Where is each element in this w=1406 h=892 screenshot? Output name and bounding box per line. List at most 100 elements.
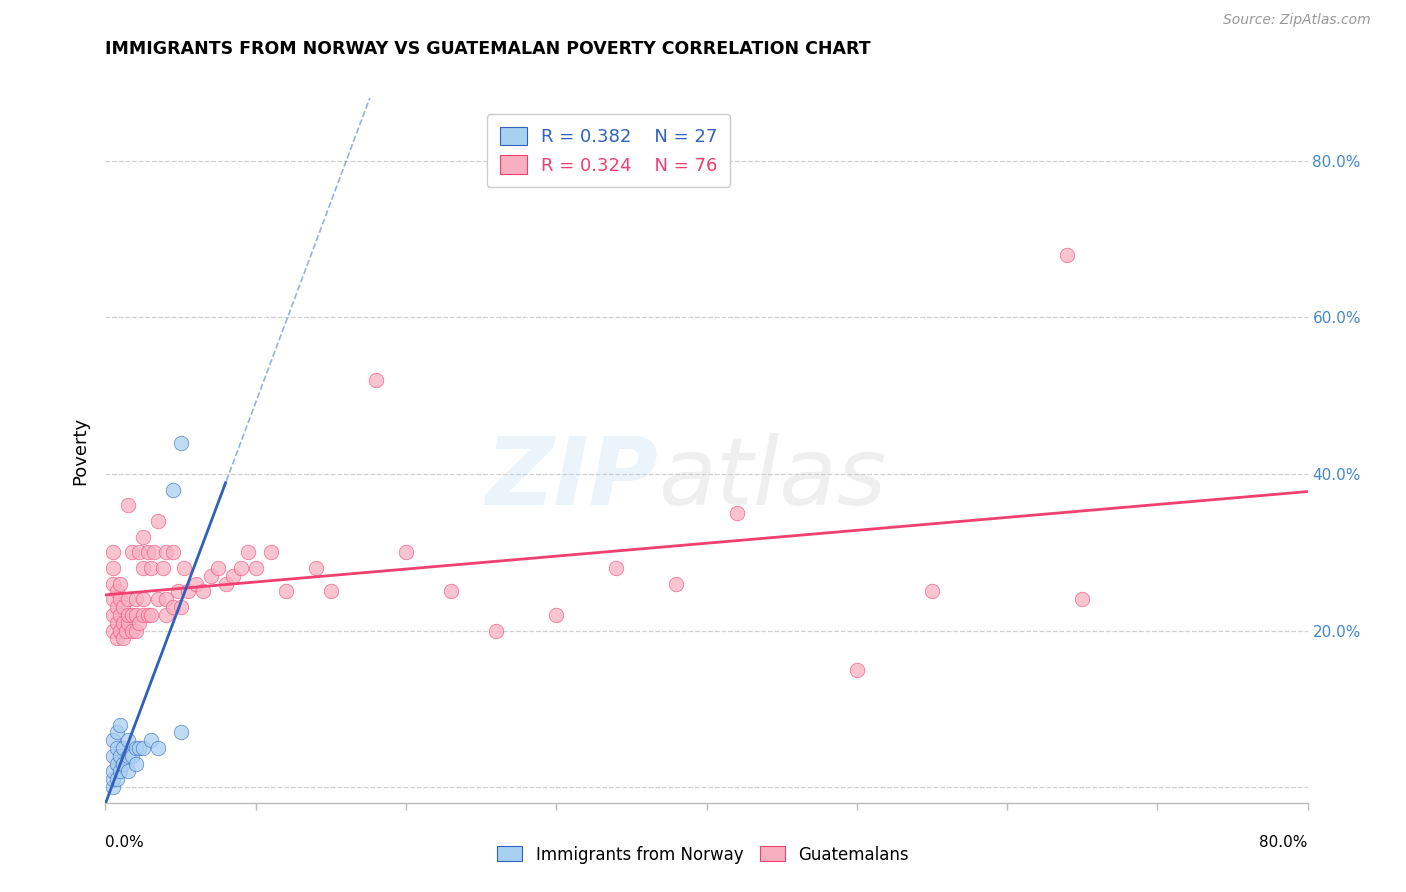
Point bbox=[124, 741, 146, 756]
Point bbox=[117, 748, 139, 763]
Point bbox=[395, 545, 418, 559]
Point bbox=[546, 607, 568, 622]
Point bbox=[107, 772, 129, 787]
Legend: R = 0.382    N = 27, R = 0.324    N = 76: R = 0.382 N = 27, R = 0.324 N = 76 bbox=[486, 114, 730, 187]
Point bbox=[121, 624, 143, 638]
Point bbox=[101, 780, 124, 794]
Point bbox=[162, 600, 184, 615]
Point bbox=[146, 741, 169, 756]
Point bbox=[132, 607, 155, 622]
Point bbox=[229, 561, 252, 575]
Point bbox=[117, 615, 139, 630]
Point bbox=[1056, 248, 1078, 262]
Point bbox=[184, 576, 207, 591]
Point bbox=[169, 725, 191, 739]
Point bbox=[139, 561, 162, 575]
Point bbox=[110, 607, 132, 622]
Point bbox=[110, 764, 132, 779]
Point bbox=[117, 733, 139, 747]
Point bbox=[115, 624, 138, 638]
Point bbox=[260, 545, 283, 559]
Point bbox=[132, 592, 155, 607]
Point bbox=[1071, 592, 1094, 607]
Point bbox=[136, 607, 159, 622]
Point bbox=[117, 764, 139, 779]
Point bbox=[121, 748, 143, 763]
Point bbox=[112, 600, 135, 615]
Point bbox=[117, 498, 139, 512]
Point bbox=[124, 592, 146, 607]
Point bbox=[101, 748, 124, 763]
Point bbox=[139, 733, 162, 747]
Point bbox=[665, 576, 688, 591]
Point bbox=[110, 717, 132, 731]
Point bbox=[101, 624, 124, 638]
Point bbox=[725, 506, 748, 520]
Point bbox=[110, 624, 132, 638]
Point bbox=[136, 545, 159, 559]
Text: Source: ZipAtlas.com: Source: ZipAtlas.com bbox=[1223, 12, 1371, 27]
Point bbox=[107, 741, 129, 756]
Point bbox=[142, 545, 165, 559]
Point bbox=[440, 584, 463, 599]
Point bbox=[222, 568, 245, 582]
Point bbox=[274, 584, 297, 599]
Point bbox=[124, 607, 146, 622]
Point bbox=[162, 545, 184, 559]
Point bbox=[146, 592, 169, 607]
Point bbox=[605, 561, 627, 575]
Point bbox=[152, 561, 174, 575]
Point bbox=[146, 514, 169, 528]
Point bbox=[305, 561, 328, 575]
Point bbox=[107, 725, 129, 739]
Point bbox=[101, 733, 124, 747]
Text: 0.0%: 0.0% bbox=[105, 836, 145, 850]
Point bbox=[364, 373, 387, 387]
Text: 80.0%: 80.0% bbox=[1260, 836, 1308, 850]
Point bbox=[121, 545, 143, 559]
Point bbox=[124, 624, 146, 638]
Point bbox=[107, 615, 129, 630]
Text: IMMIGRANTS FROM NORWAY VS GUATEMALAN POVERTY CORRELATION CHART: IMMIGRANTS FROM NORWAY VS GUATEMALAN POV… bbox=[105, 40, 872, 58]
Point bbox=[101, 576, 124, 591]
Point bbox=[177, 584, 200, 599]
Point bbox=[110, 748, 132, 763]
Point bbox=[132, 561, 155, 575]
Point bbox=[155, 607, 177, 622]
Point bbox=[101, 592, 124, 607]
Point bbox=[101, 607, 124, 622]
Point bbox=[132, 530, 155, 544]
Point bbox=[107, 584, 129, 599]
Y-axis label: Poverty: Poverty bbox=[72, 417, 90, 484]
Point bbox=[101, 772, 124, 787]
Point bbox=[238, 545, 260, 559]
Point bbox=[207, 561, 229, 575]
Point bbox=[485, 624, 508, 638]
Point bbox=[191, 584, 214, 599]
Point bbox=[162, 483, 184, 497]
Point bbox=[319, 584, 342, 599]
Point bbox=[110, 576, 132, 591]
Legend: Immigrants from Norway, Guatemalans: Immigrants from Norway, Guatemalans bbox=[491, 839, 915, 871]
Point bbox=[128, 545, 150, 559]
Point bbox=[132, 741, 155, 756]
Text: ZIP: ZIP bbox=[485, 433, 658, 524]
Point bbox=[121, 607, 143, 622]
Point bbox=[107, 756, 129, 771]
Point bbox=[169, 435, 191, 450]
Point bbox=[921, 584, 943, 599]
Point bbox=[107, 600, 129, 615]
Point bbox=[101, 561, 124, 575]
Point bbox=[101, 764, 124, 779]
Point bbox=[245, 561, 267, 575]
Point bbox=[214, 576, 236, 591]
Point bbox=[107, 632, 129, 646]
Point bbox=[155, 592, 177, 607]
Point bbox=[845, 663, 868, 677]
Point bbox=[124, 756, 146, 771]
Point bbox=[128, 741, 150, 756]
Point bbox=[110, 592, 132, 607]
Point bbox=[101, 545, 124, 559]
Point bbox=[112, 756, 135, 771]
Point bbox=[166, 584, 188, 599]
